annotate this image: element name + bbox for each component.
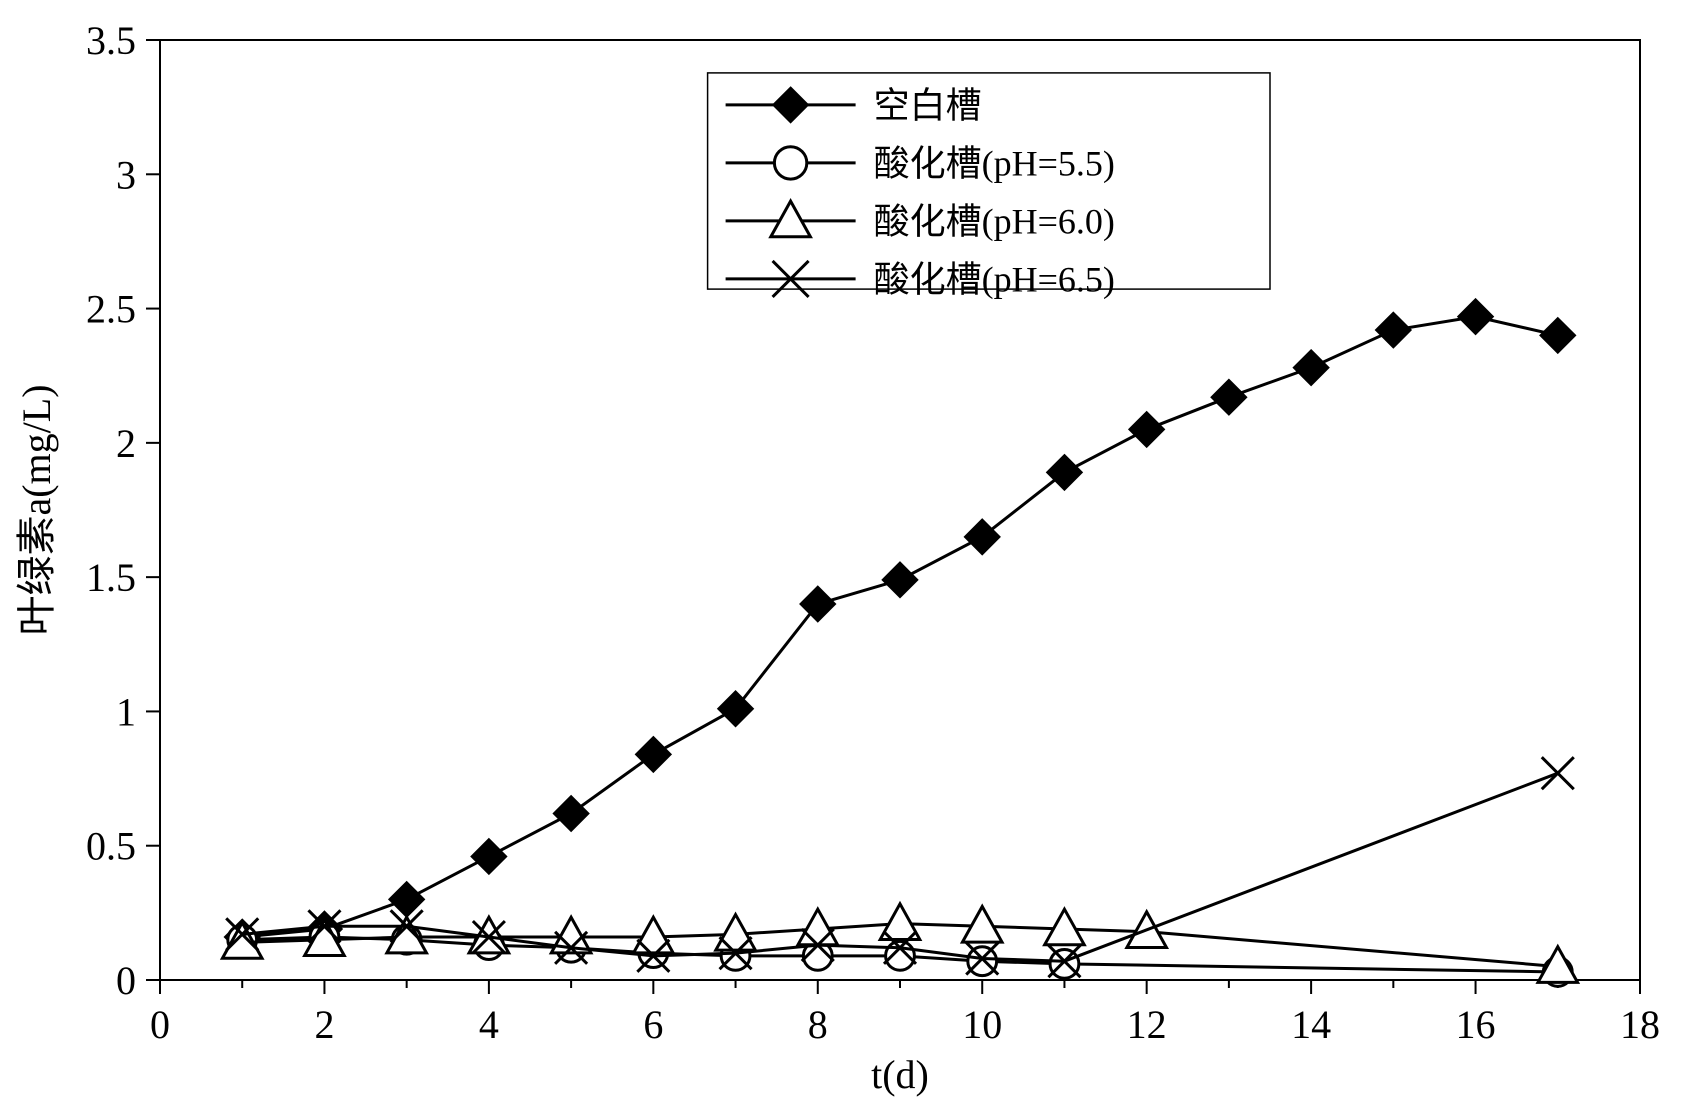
x-tick-label: 12 [1127,1002,1167,1047]
y-tick-label: 3 [116,152,136,197]
legend-label-blank: 空白槽 [874,86,982,126]
y-tick-label: 0 [116,958,136,1003]
legend: 空白槽酸化槽(pH=5.5) 酸化槽(pH=6.0) 酸化槽(pH=6.5) [708,73,1270,300]
x-tick-label: 6 [643,1002,663,1047]
legend-label-ph55: 酸化槽(pH=5.5) [874,144,1115,184]
x-tick-label: 0 [150,1002,170,1047]
y-tick-label: 3.5 [86,18,136,63]
chart-svg: 0 2 4 6 8 10 12 14 16 18 t(d) 0 0.5 1 1.5 2 2.5 3 3.5 叶绿素a(… [0,0,1704,1098]
y-tick-label: 2 [116,421,136,466]
legend-label-ph60: 酸化槽(pH=6.0) [874,202,1115,242]
chart-container: 0 2 4 6 8 10 12 14 16 18 t(d) 0 0.5 1 1.5 2 2.5 3 3.5 叶绿素a(… [0,0,1704,1098]
x-tick-label: 2 [314,1002,334,1047]
y-tick-label: 0.5 [86,824,136,869]
y-axis-title: 叶绿素a(mg/L) [14,384,59,635]
y-tick-label: 2.5 [86,287,136,332]
x-tick-label: 16 [1456,1002,1496,1047]
x-tick-label: 4 [479,1002,499,1047]
x-tick-label: 10 [962,1002,1002,1047]
y-tick-label: 1.5 [86,555,136,600]
x-tick-label: 18 [1620,1002,1660,1047]
x-tick-label: 14 [1291,1002,1331,1047]
x-axis-title: t(d) [871,1052,929,1097]
series-blank [224,299,1576,955]
legend-label-ph65: 酸化槽(pH=6.5) [874,260,1115,300]
x-tick-label: 8 [808,1002,828,1047]
y-tick-label: 1 [116,689,136,734]
